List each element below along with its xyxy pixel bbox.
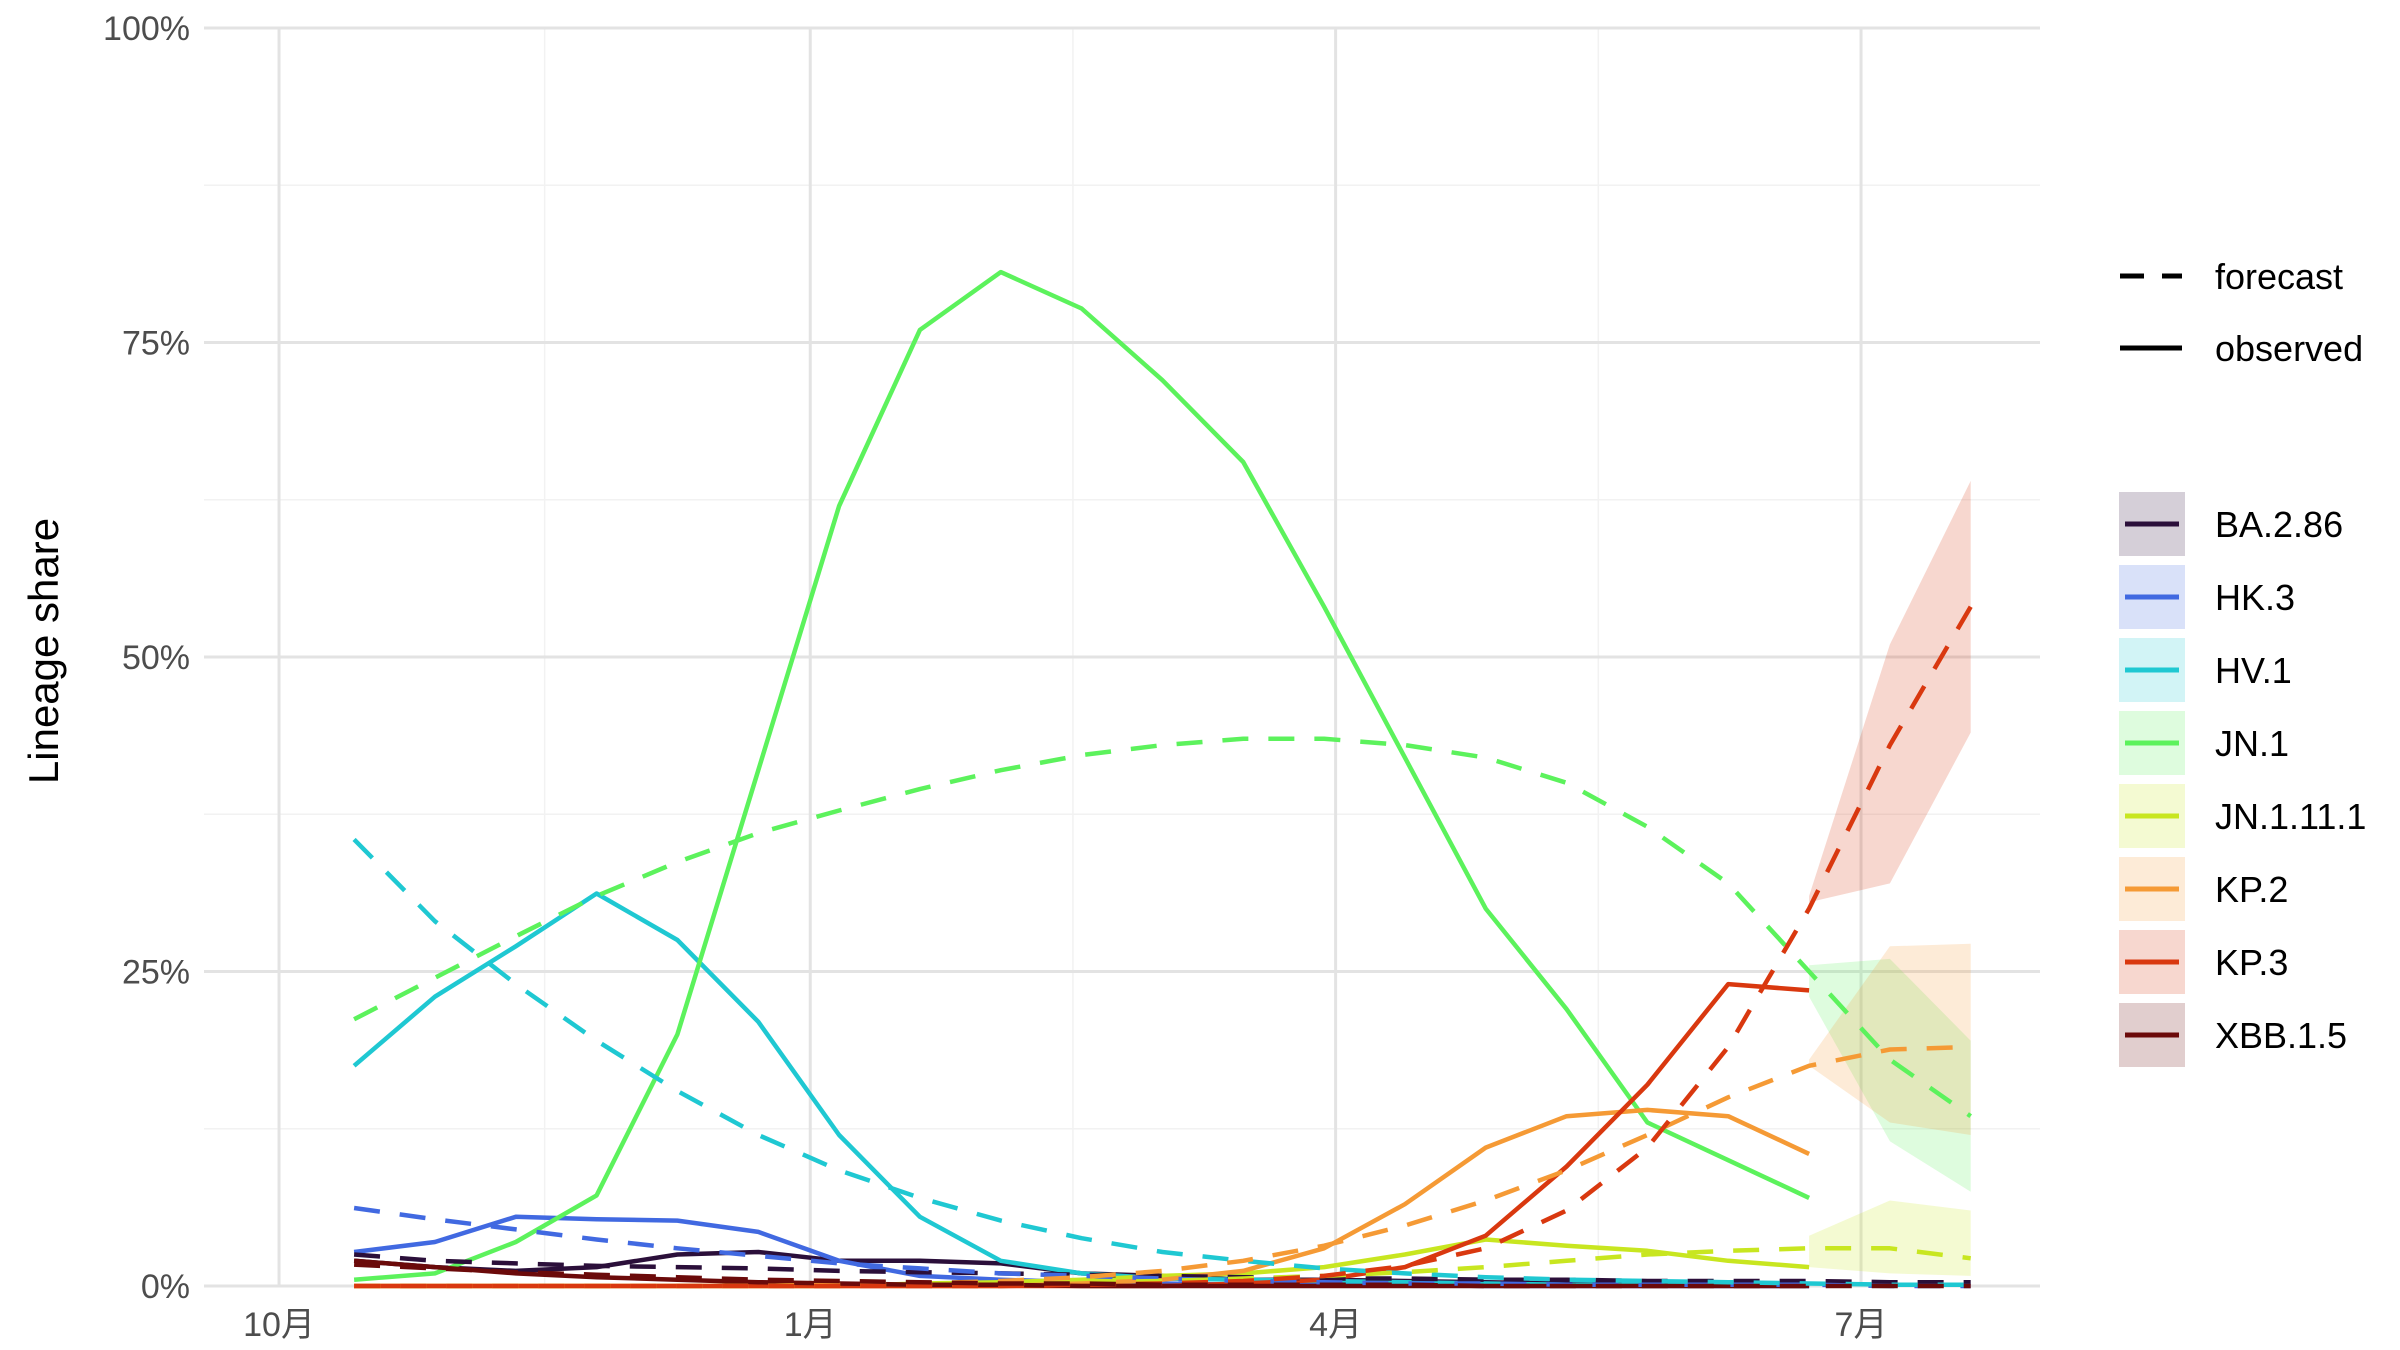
y-tick-label: 100% <box>103 10 190 48</box>
legend-label-XBB.1.5: XBB.1.5 <box>2215 1015 2347 1056</box>
observed-line-KP.3 <box>354 981 1810 1289</box>
legend-label-forecast: forecast <box>2215 256 2343 297</box>
observed-line-HV.1 <box>352 891 1810 1289</box>
legend-label-HV.1: HV.1 <box>2215 650 2292 691</box>
lineage-legend: BA.2.86 HK.3 HV.1 JN.1 JN.1.11.1 KP.2 KP.3 XBB.… <box>2119 492 2366 1067</box>
linetype-legend: forecast observed <box>2120 256 2363 369</box>
forecast-line-JN.1 <box>353 736 1972 1119</box>
legend-label-KP.2: KP.2 <box>2215 869 2288 910</box>
forecast-line-BA.2.86 <box>353 1252 1971 1285</box>
forecast-bands <box>1809 480 1971 1276</box>
forecast-line-HV.1 <box>352 837 1971 1287</box>
x-tick-label: 1月 <box>784 1306 837 1344</box>
forecast-line-KP.3 <box>354 605 1973 1289</box>
band-JN.1.11.1 <box>1809 1200 1971 1276</box>
y-axis-ticks: 0% 25% 50% 75% 100% <box>103 10 190 1306</box>
y-tick-label: 50% <box>122 639 190 677</box>
legend-label-HK.3: HK.3 <box>2215 577 2295 618</box>
plot-grid <box>204 26 2040 1288</box>
x-tick-label: 4月 <box>1309 1306 1362 1344</box>
legend-label-KP.3: KP.3 <box>2215 942 2288 983</box>
series-lines <box>352 269 1973 1289</box>
legend-label-observed: observed <box>2215 328 2363 369</box>
legend-label-JN.1: JN.1 <box>2215 723 2289 764</box>
legend-label-BA.2.86: BA.2.86 <box>2215 504 2343 545</box>
forecast-line-JN.1.11.1 <box>354 1246 1971 1289</box>
band-JN.1 <box>1809 958 1971 1192</box>
observed-line-JN.1 <box>353 269 1811 1282</box>
y-tick-label: 0% <box>141 1268 190 1306</box>
y-tick-label: 75% <box>122 325 190 363</box>
y-axis-title: Lineage share <box>20 518 67 784</box>
x-axis-ticks: 10月 1月 4月 7月 <box>243 1306 1887 1344</box>
observed-line-KP.2 <box>354 1107 1811 1289</box>
band-KP.3 <box>1809 480 1971 903</box>
y-tick-label: 25% <box>122 954 190 992</box>
legend-label-JN.1.11.1: JN.1.11.1 <box>2215 796 2366 837</box>
x-tick-label: 10月 <box>243 1306 315 1344</box>
x-tick-label: 7月 <box>1835 1306 1888 1344</box>
forecast-line-XBB.1.5 <box>353 1262 1971 1289</box>
